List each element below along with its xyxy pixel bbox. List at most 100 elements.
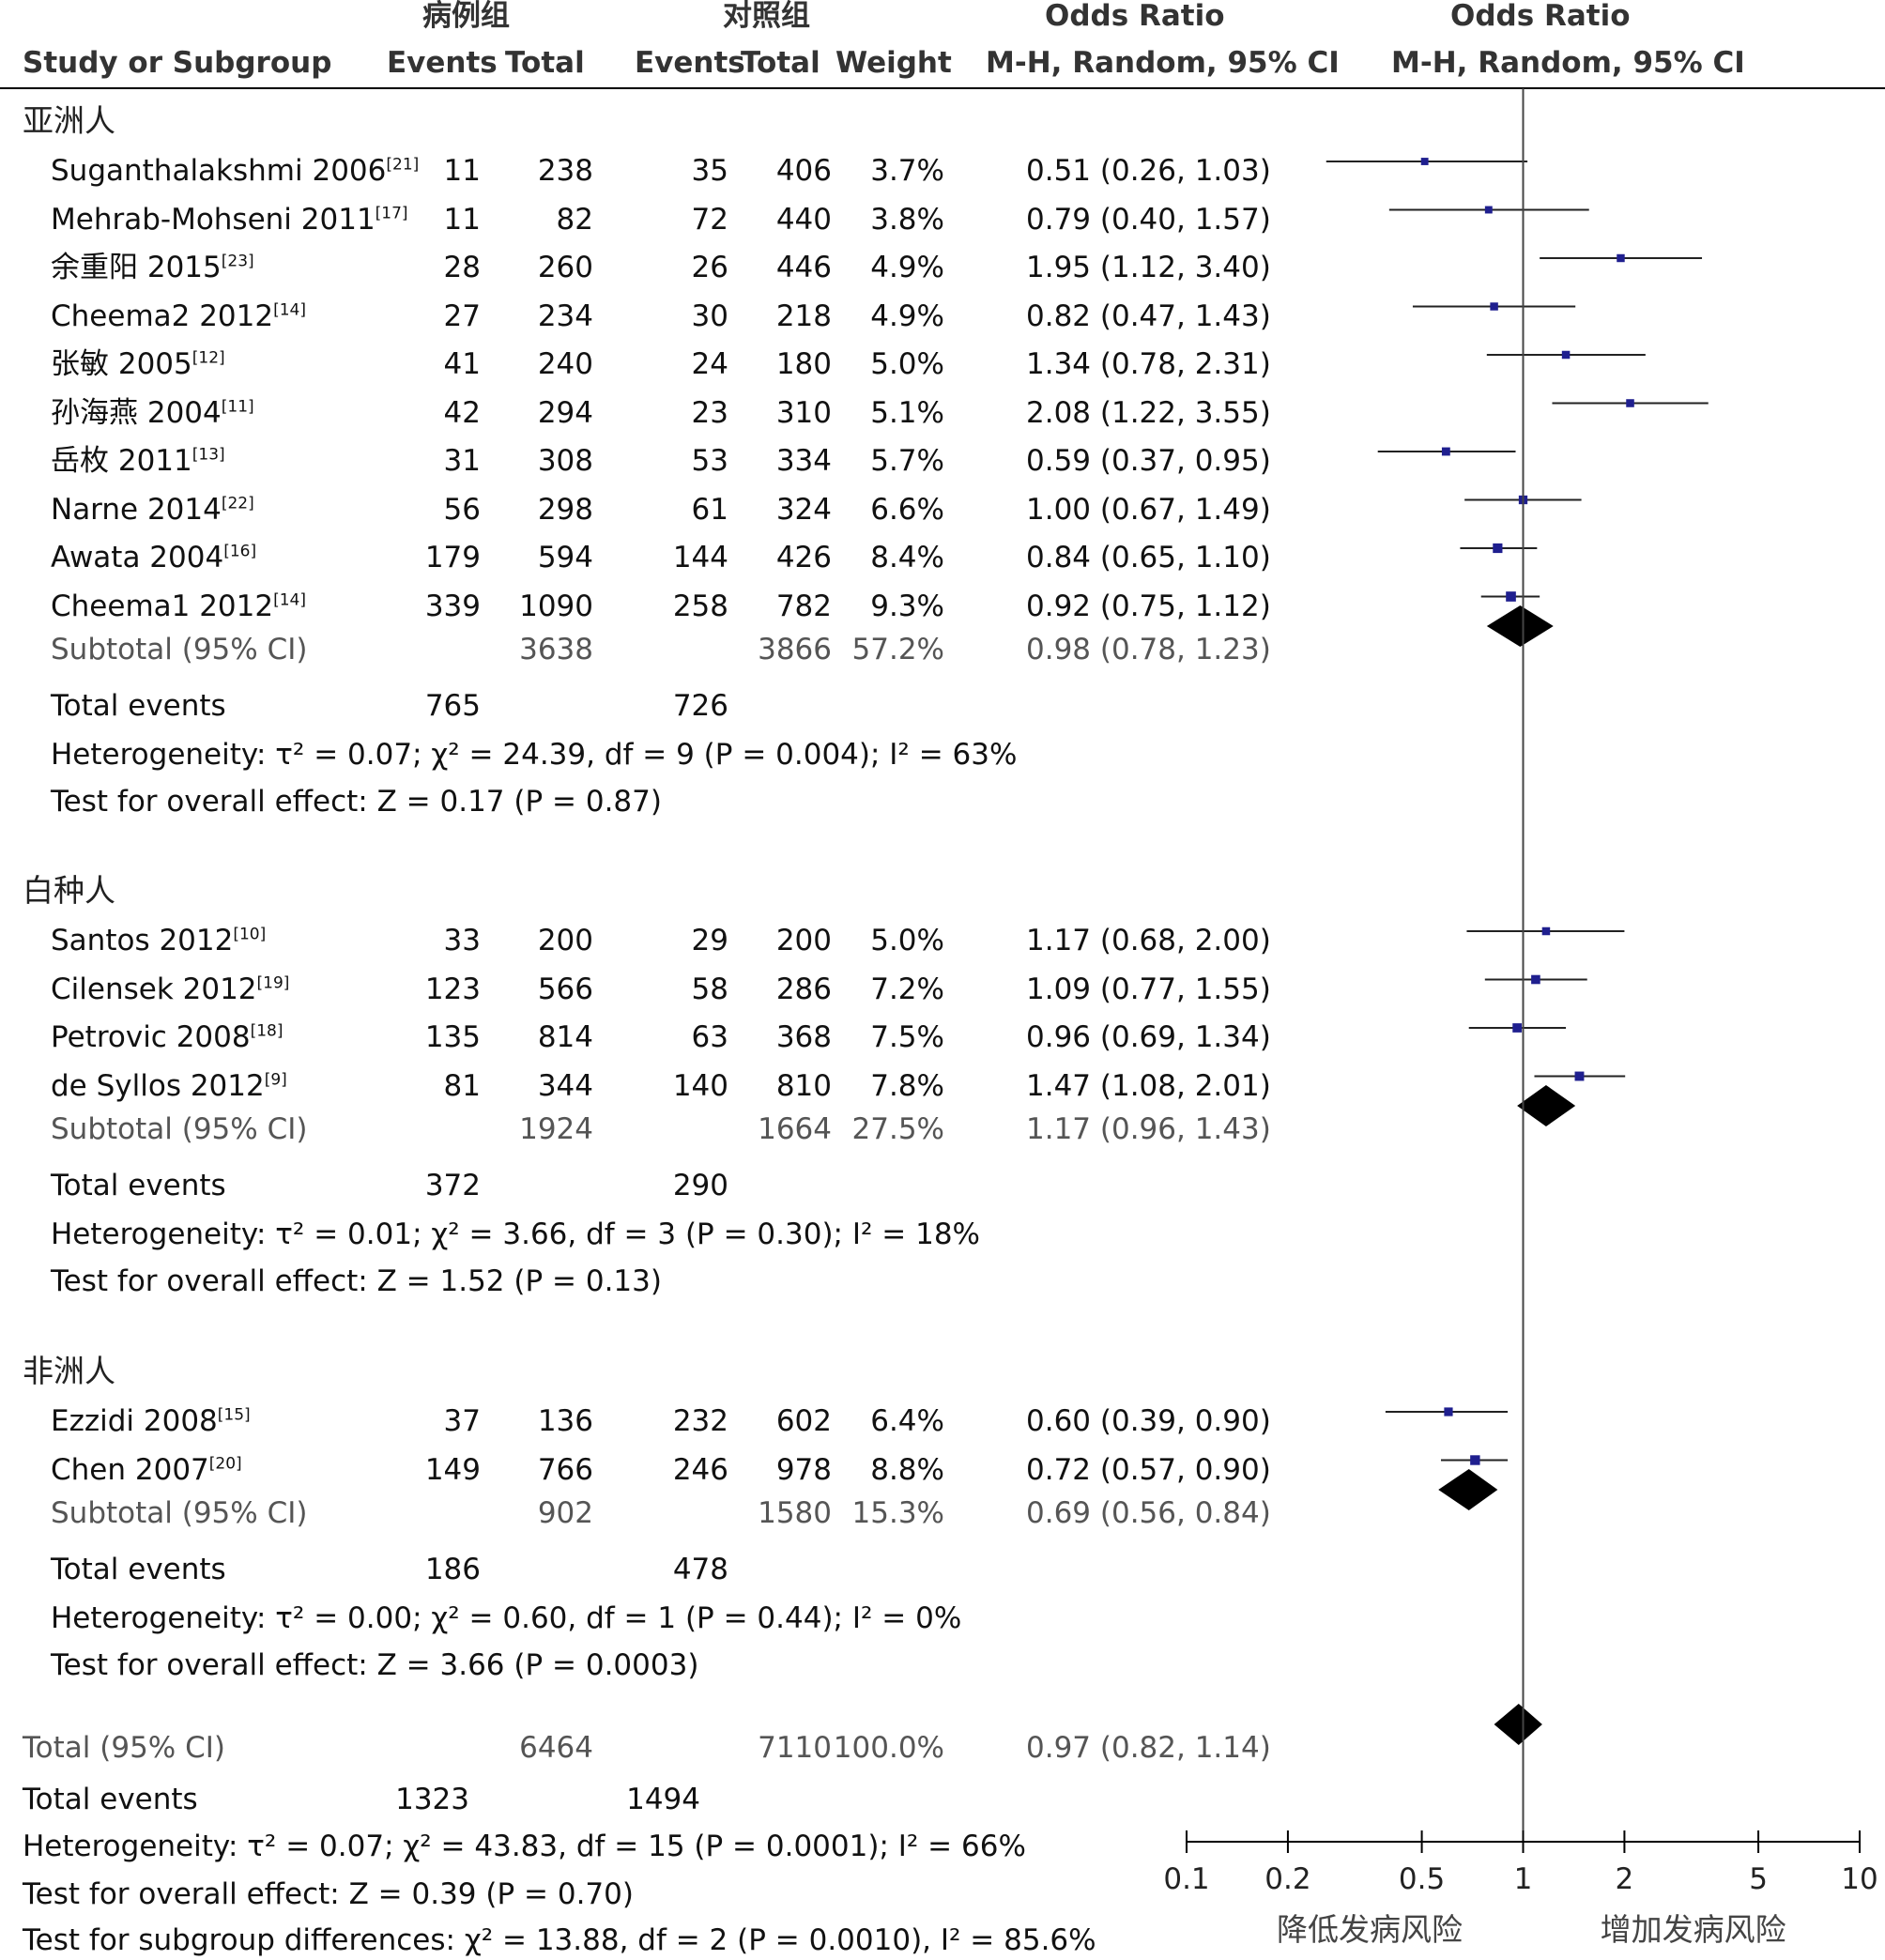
heterogeneity: Heterogeneity: τ² = 0.00; χ² = 0.60, df …	[51, 1601, 962, 1635]
x-tick-label: 1	[1514, 1862, 1533, 1896]
overall-total-events-control: 1494	[626, 1783, 700, 1816]
total-case: 240	[537, 347, 593, 381]
total-case: 344	[537, 1068, 593, 1103]
header-events1: Events	[387, 46, 498, 80]
total-case: 260	[537, 251, 593, 284]
subtotal-ci: 1.17 (0.96, 1.43)	[1026, 1112, 1271, 1146]
or-square	[1626, 399, 1634, 407]
overall-effect-total: Test for overall effect: Z = 0.39 (P = 0…	[23, 1877, 634, 1911]
study-label: Suganthalakshmi 2006[21]	[51, 154, 420, 188]
overall-total-events-label: Total events	[23, 1783, 198, 1816]
odds-ratio-ci: 0.92 (0.75, 1.12)	[1026, 589, 1271, 623]
events-case: 149	[424, 1452, 481, 1487]
events-case: 81	[443, 1068, 481, 1103]
events-control: 258	[672, 589, 728, 623]
odds-ratio-ci: 0.59 (0.37, 0.95)	[1026, 444, 1271, 478]
study-label: Cilensek 2012[19]	[51, 972, 290, 1006]
total-events-case: 186	[424, 1553, 481, 1586]
reference-superscript: [18]	[250, 1021, 284, 1041]
subtotal-weight: 15.3%	[851, 1496, 944, 1530]
events-control: 246	[672, 1452, 728, 1487]
total-case: 298	[537, 492, 593, 527]
subtotal-total-control: 1580	[758, 1496, 832, 1530]
events-control: 144	[672, 541, 728, 574]
subtotal-total-case: 902	[537, 1496, 593, 1530]
subtotal-label: Subtotal (95% CI)	[51, 633, 308, 666]
total-events-label: Total events	[51, 1553, 226, 1586]
reference-superscript: [11]	[221, 397, 254, 417]
events-control: 140	[672, 1068, 728, 1103]
weight: 6.6%	[870, 492, 944, 527]
total-case: 200	[537, 924, 593, 957]
heterogeneity: Heterogeneity: τ² = 0.07; χ² = 24.39, df…	[51, 738, 1018, 772]
total-control: 324	[775, 492, 832, 527]
events-control: 61	[691, 492, 728, 527]
weight: 9.3%	[870, 589, 944, 623]
reference-superscript: [15]	[217, 1405, 251, 1425]
header-group2: 对照组	[723, 0, 810, 33]
total-events-case: 765	[424, 689, 481, 723]
or-square	[1490, 302, 1498, 311]
total-case: 82	[556, 202, 593, 237]
study-label: Mehrab-Mohseni 2011[17]	[51, 202, 408, 237]
weight: 4.9%	[870, 251, 944, 284]
overall-total-total-case: 6464	[519, 1731, 593, 1765]
or-square	[1574, 1071, 1585, 1081]
events-case: 11	[443, 202, 481, 237]
total-control: 810	[775, 1068, 832, 1103]
overall-effect: Test for overall effect: Z = 1.52 (P = 0…	[51, 1264, 662, 1298]
right-axis-label: 增加发病风险	[1601, 1911, 1786, 1948]
subtotal-diamond	[1517, 1085, 1576, 1126]
odds-ratio-ci: 0.96 (0.69, 1.34)	[1026, 1020, 1271, 1054]
study-label: Santos 2012[10]	[51, 924, 267, 957]
weight: 4.9%	[870, 299, 944, 333]
events-control: 30	[691, 299, 728, 333]
events-case: 41	[443, 347, 481, 381]
odds-ratio-ci: 1.17 (0.68, 2.00)	[1026, 924, 1271, 957]
subtotal-label: Subtotal (95% CI)	[51, 1112, 308, 1146]
study-label: Cheema2 2012[14]	[51, 299, 307, 333]
total-control: 978	[775, 1452, 832, 1487]
or-square	[1506, 591, 1516, 602]
events-control: 63	[691, 1020, 728, 1054]
subtotal-total-control: 1664	[758, 1112, 832, 1146]
weight: 8.8%	[870, 1452, 944, 1487]
odds-ratio-ci: 0.60 (0.39, 0.90)	[1026, 1404, 1271, 1438]
reference-superscript: [23]	[221, 252, 254, 271]
x-tick-label: 10	[1841, 1862, 1877, 1896]
reference-superscript: [12]	[192, 348, 225, 368]
weight: 8.4%	[870, 541, 944, 574]
header-or-left: Odds Ratio	[1045, 0, 1225, 33]
odds-ratio-ci: 0.51 (0.26, 1.03)	[1026, 154, 1271, 188]
header-total2: Total	[741, 46, 820, 80]
overall-heterogeneity: Heterogeneity: τ² = 0.07; χ² = 43.83, df…	[23, 1830, 1026, 1863]
odds-ratio-ci: 0.84 (0.65, 1.10)	[1026, 541, 1271, 574]
subtotal-total-control: 3866	[758, 633, 832, 666]
reference-superscript: [13]	[192, 445, 225, 465]
subtotal-label: Subtotal (95% CI)	[51, 1496, 308, 1530]
total-control: 602	[775, 1404, 832, 1438]
header-total1: Total	[505, 46, 585, 80]
or-square	[1420, 158, 1429, 165]
weight: 7.5%	[870, 1020, 944, 1054]
study-label: Cheema1 2012[14]	[51, 589, 307, 623]
events-case: 11	[443, 154, 481, 188]
or-square	[1541, 926, 1551, 936]
overall-total-label: Total (95% CI)	[23, 1731, 225, 1765]
or-square	[1512, 1023, 1523, 1033]
group-heading: 白种人	[23, 872, 115, 909]
total-case: 566	[537, 972, 593, 1006]
overall-effect: Test for overall effect: Z = 0.17 (P = 0…	[51, 785, 662, 819]
total-case: 234	[537, 299, 593, 333]
odds-ratio-ci: 1.34 (0.78, 2.31)	[1026, 347, 1271, 381]
total-case: 308	[537, 444, 593, 478]
subtotal-weight: 57.2%	[851, 633, 944, 666]
total-control: 440	[775, 202, 832, 237]
events-control: 72	[691, 202, 728, 237]
total-control: 782	[775, 589, 832, 623]
events-case: 31	[443, 444, 481, 478]
events-case: 28	[443, 251, 481, 284]
reference-superscript: [14]	[273, 590, 307, 610]
overall-total-total-control: 7110	[758, 1731, 832, 1765]
or-square	[1617, 253, 1625, 263]
